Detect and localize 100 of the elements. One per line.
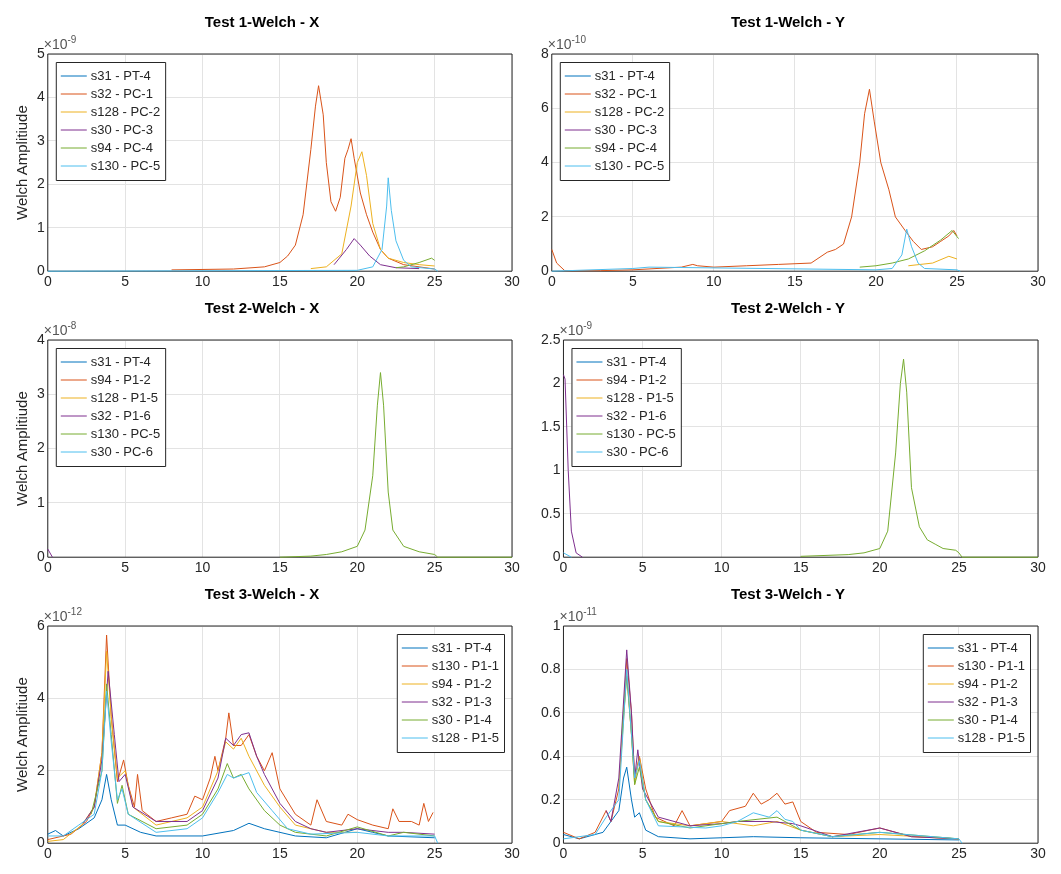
x-tick-label: 10 (713, 559, 730, 576)
x-tick-label: 15 (792, 845, 809, 862)
y-tick-label: 1 (36, 218, 45, 235)
x-tick-label: 20 (872, 845, 888, 862)
y-tick-label: 5 (36, 44, 45, 61)
legend-label: s94 - P1-2 (957, 675, 1018, 691)
y-tick-label: 4 (36, 689, 45, 706)
legend-label: s32 - P1-3 (431, 693, 492, 709)
legend-label: s30 - PC-3 (90, 121, 153, 137)
legend-label: s128 - P1-5 (431, 729, 499, 745)
y-tick-label: 0 (540, 262, 549, 279)
legend-label: s31 - PT-4 (431, 639, 492, 655)
x-tick-label: 25 (951, 559, 967, 576)
x-tick-label: 5 (628, 273, 637, 290)
legend-label: s130 - PC-5 (90, 157, 161, 173)
legend-label: s128 - P1-5 (90, 389, 158, 405)
chart-title: Test 3-Welch - Y (730, 585, 846, 603)
legend-label: s32 - P1-6 (606, 407, 667, 423)
y-tick-label: 0.8 (540, 660, 561, 677)
x-tick-label: 10 (713, 845, 730, 862)
x-tick-label: 10 (194, 845, 211, 862)
y-tick-label: 2 (36, 439, 45, 456)
y-tick-label: 4 (36, 88, 45, 105)
y-tick-label: 2 (540, 207, 549, 224)
y-tick-label: 6 (540, 99, 549, 116)
y-axis-title: Welch Amplitiude (13, 105, 31, 220)
x-tick-label: 20 (349, 845, 366, 862)
legend-label: s31 - PT-4 (90, 353, 151, 369)
y-tick-label: 0 (552, 834, 561, 851)
chart-title: Test 3-Welch - X (204, 585, 320, 603)
y-tick-label: 4 (540, 153, 549, 170)
chart-title: Test 1-Welch - X (204, 13, 320, 31)
legend-label: s130 - PC-5 (90, 425, 161, 441)
x-tick-label: 10 (194, 559, 211, 576)
legend-label: s130 - P1-1 (957, 657, 1025, 673)
x-tick-label: 30 (504, 845, 520, 862)
legend-label: s94 - P1-2 (606, 371, 667, 387)
x-tick-label: 15 (272, 273, 288, 290)
x-tick-label: 20 (349, 273, 366, 290)
legend-label: s30 - PC-3 (594, 121, 657, 137)
legend-label: s30 - P1-4 (957, 711, 1018, 727)
legend-label: s31 - PT-4 (90, 67, 151, 83)
legend-label: s130 - PC-5 (594, 157, 665, 173)
x-tick-label: 30 (504, 273, 520, 290)
legend-label: s30 - P1-4 (431, 711, 492, 727)
x-tick-label: 5 (121, 273, 130, 290)
x-tick-label: 25 (426, 845, 443, 862)
y-tick-label: 0.5 (540, 504, 561, 521)
legend-label: s31 - PT-4 (957, 639, 1018, 655)
y-tick-label: 0 (36, 834, 45, 851)
y-tick-label: 3 (36, 131, 45, 148)
x-tick-label: 20 (872, 559, 888, 576)
y-tick-label: 0.2 (540, 790, 561, 807)
y-tick-label: 0.4 (540, 747, 561, 764)
x-tick-label: 5 (638, 559, 647, 576)
x-tick-label: 20 (868, 273, 884, 290)
x-tick-label: 10 (706, 273, 722, 290)
legend-label: s130 - PC-5 (606, 425, 676, 441)
y-axis-title: Welch Amplitiude (13, 677, 31, 792)
y-tick-label: 2 (36, 761, 45, 778)
legend-label: s30 - PC-6 (90, 443, 153, 459)
legend-label: s30 - PC-6 (606, 443, 669, 459)
chart-title: Test 1-Welch - Y (730, 13, 846, 31)
y-tick-label: 2 (36, 175, 45, 192)
x-tick-label: 30 (1030, 273, 1046, 290)
y-tick-label: 3 (36, 385, 45, 402)
legend-label: s32 - PC-1 (594, 85, 657, 101)
x-tick-label: 20 (349, 559, 366, 576)
legend-label: s94 - P1-2 (431, 675, 492, 691)
y-tick-label: 2 (552, 374, 561, 391)
y-tick-label: 1 (552, 616, 561, 633)
x-tick-label: 25 (426, 273, 443, 290)
legend-label: s128 - P1-5 (957, 729, 1025, 745)
x-tick-label: 15 (792, 559, 809, 576)
y-tick-label: 1.5 (540, 417, 561, 434)
x-tick-label: 5 (638, 845, 647, 862)
y-axis-title: Welch Amplitiude (13, 391, 31, 506)
legend-label: s94 - PC-4 (90, 139, 153, 155)
y-tick-label: 1 (36, 493, 45, 510)
y-tick-label: 2.5 (540, 330, 561, 347)
x-tick-label: 25 (951, 845, 967, 862)
y-tick-label: 6 (36, 616, 45, 633)
x-tick-label: 10 (194, 273, 211, 290)
x-tick-label: 5 (121, 845, 130, 862)
legend-label: s128 - PC-2 (90, 103, 161, 119)
legend-label: s32 - P1-6 (90, 407, 151, 423)
legend-label: s32 - P1-3 (957, 693, 1018, 709)
x-tick-label: 5 (121, 559, 130, 576)
legend-label: s31 - PT-4 (594, 67, 655, 83)
chart-title: Test 2-Welch - X (204, 299, 320, 317)
y-tick-label: 0.6 (540, 703, 561, 720)
x-tick-label: 30 (504, 559, 520, 576)
y-tick-label: 0 (36, 548, 45, 565)
y-tick-label: 0 (36, 262, 45, 279)
legend-label: s31 - PT-4 (606, 353, 667, 369)
x-tick-label: 15 (272, 559, 288, 576)
legend-label: s94 - P1-2 (90, 371, 151, 387)
x-tick-label: 30 (1030, 559, 1046, 576)
x-tick-label: 25 (426, 559, 443, 576)
legend-label: s128 - PC-2 (594, 103, 665, 119)
